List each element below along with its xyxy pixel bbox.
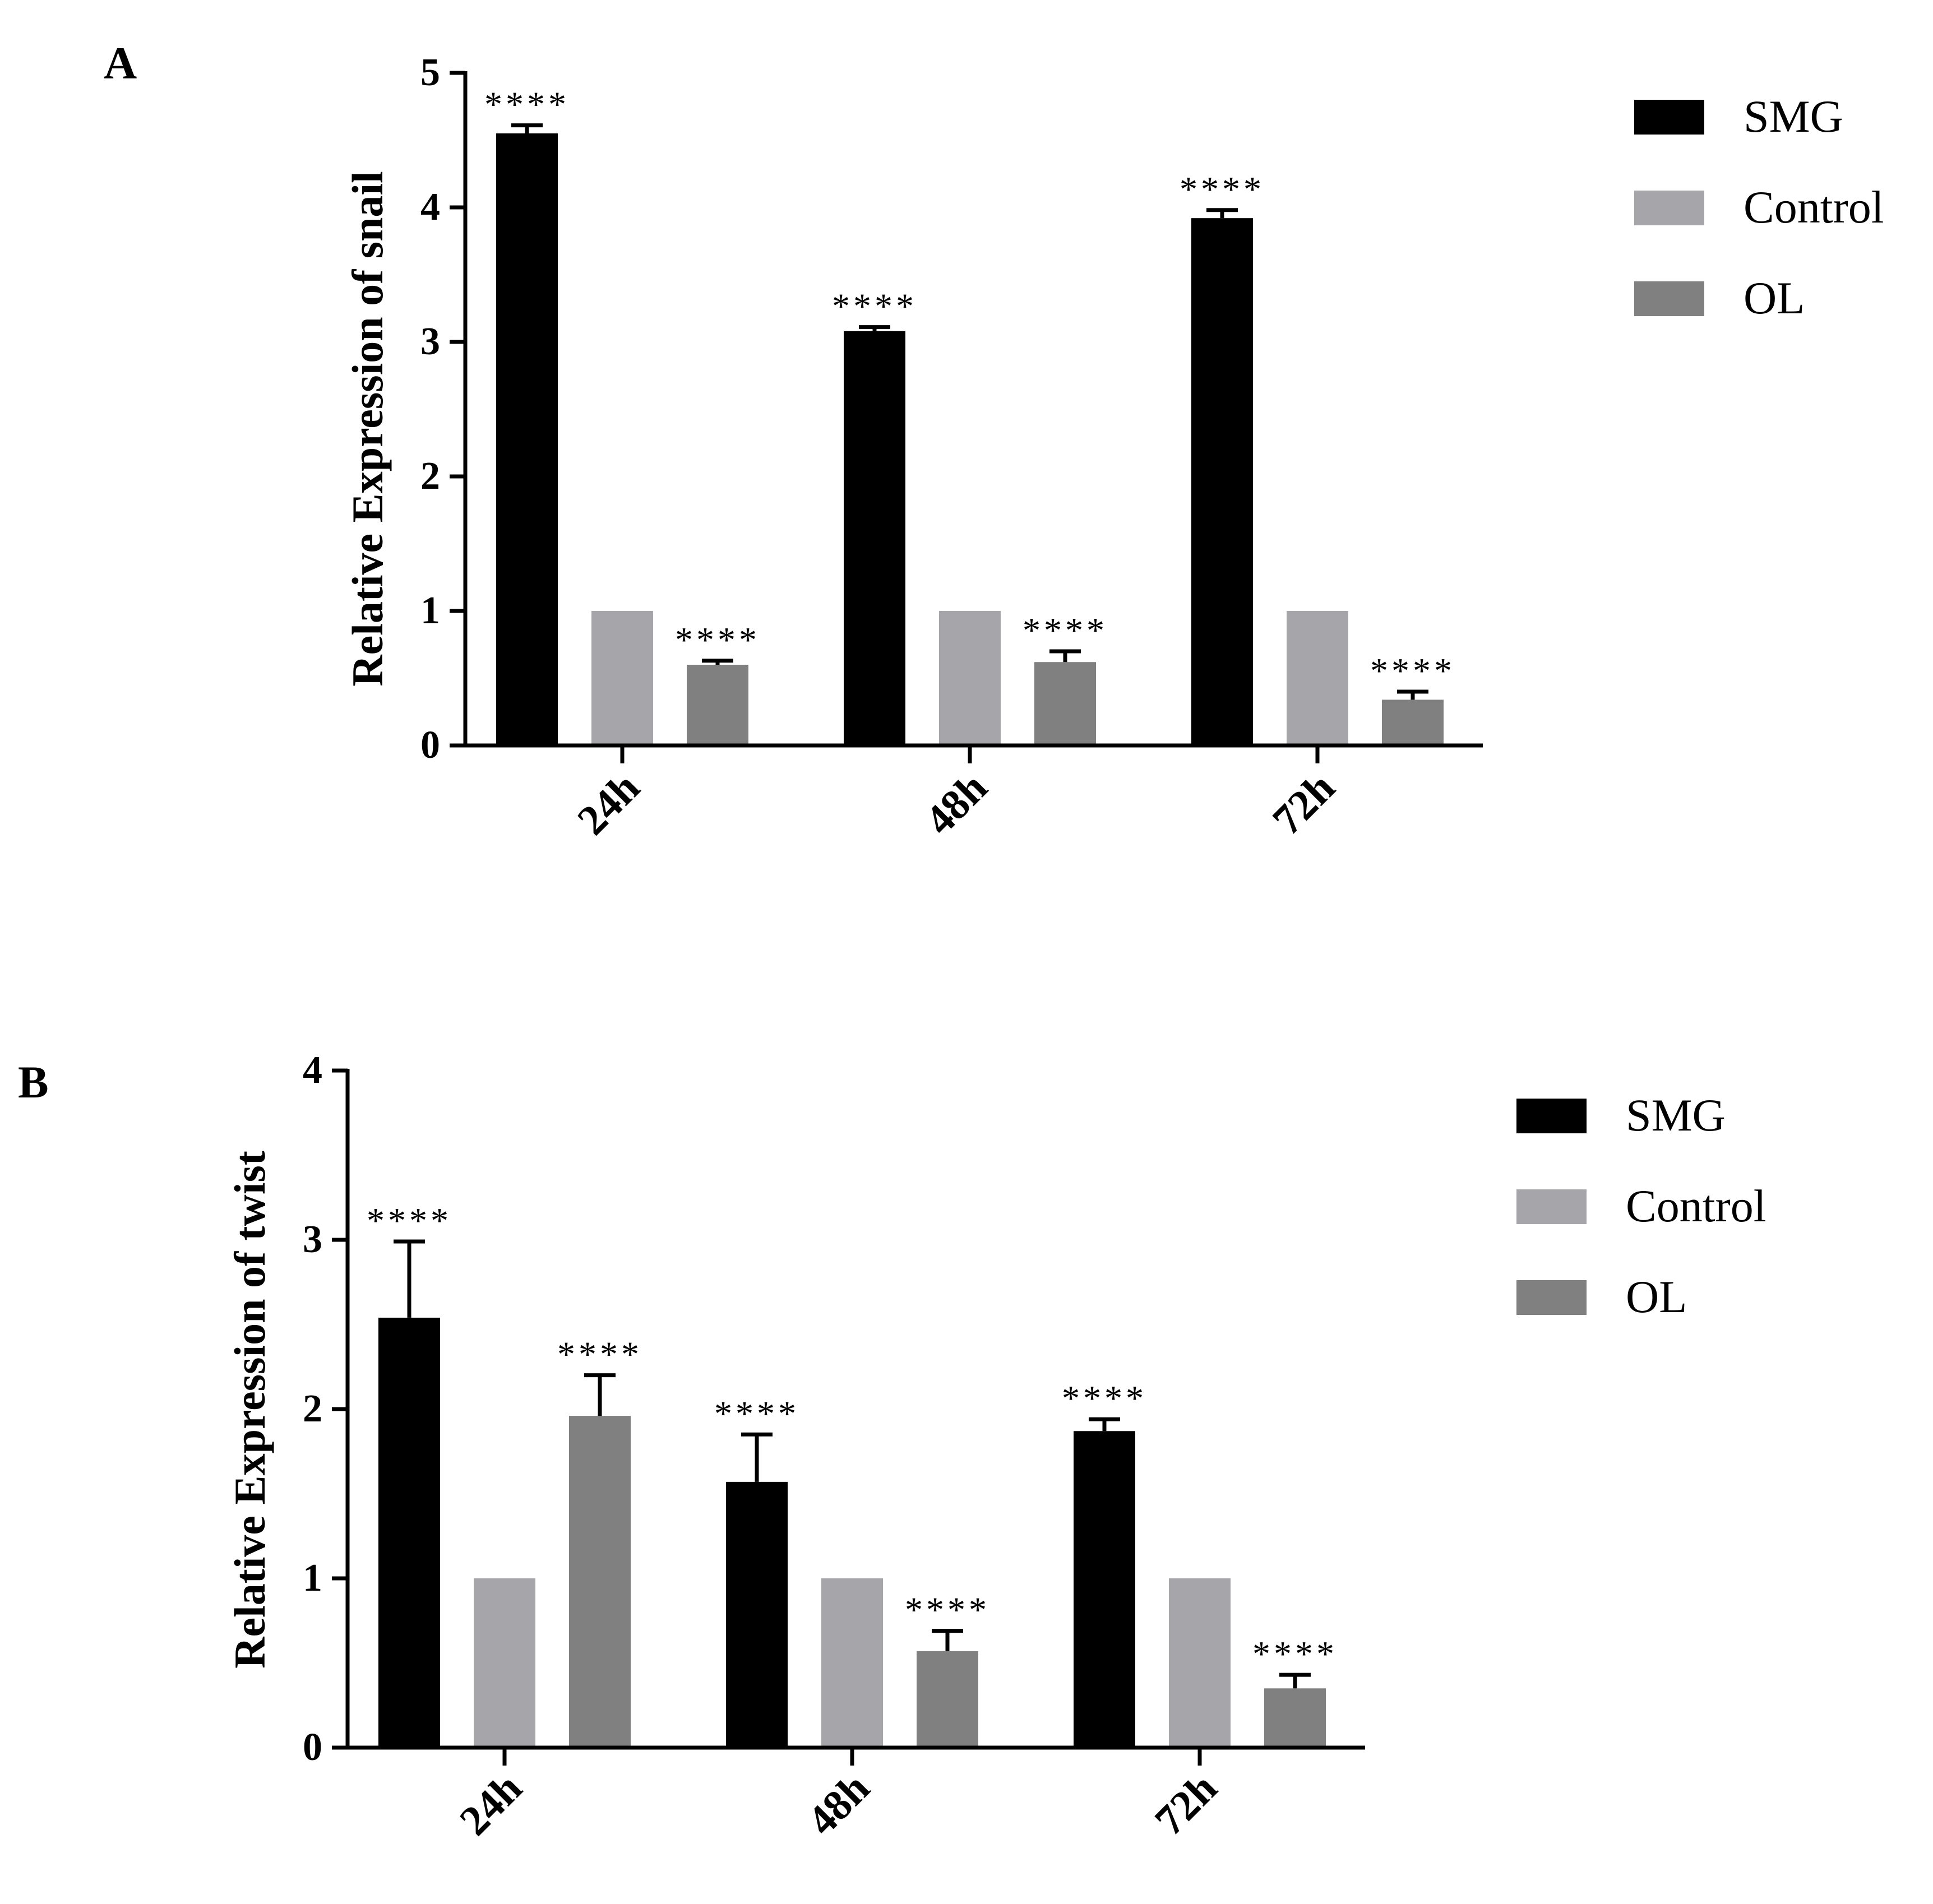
bar-ol-48h <box>1034 662 1096 745</box>
bar-ol-72h <box>1382 699 1444 745</box>
legend-swatch-control <box>1516 1189 1587 1224</box>
bar-ol-24h <box>569 1416 631 1748</box>
bar-ol-24h <box>687 665 748 745</box>
significance-label: **** <box>367 1201 452 1240</box>
legend-swatch-smg <box>1634 100 1704 135</box>
y-tick-label: 3 <box>303 1218 322 1261</box>
y-axis-ticks: 0 1 2 3 4 5 <box>420 51 440 767</box>
legend-label-control: Control <box>1744 182 1884 233</box>
significance-label: **** <box>557 1335 642 1374</box>
significance-label: **** <box>1062 1378 1147 1418</box>
x-category-label: 48h <box>798 1764 878 1845</box>
x-category-label: 72h <box>1146 1764 1226 1845</box>
bar-ol-48h <box>917 1651 978 1748</box>
legend: SMG Control OL <box>1634 91 1884 323</box>
y-axis-ticks: 0 1 2 3 4 <box>303 1049 322 1769</box>
bar-control-24h <box>474 1578 535 1748</box>
significance-label: **** <box>675 620 760 660</box>
significance-label: **** <box>1252 1634 1338 1674</box>
panel-label-b: B <box>18 1057 49 1108</box>
bar-ol-72h <box>1264 1688 1326 1748</box>
legend-swatch-ol <box>1634 281 1704 316</box>
legend-swatch-smg <box>1516 1099 1587 1133</box>
significance-label: **** <box>714 1393 799 1433</box>
bar-smg-24h <box>378 1317 440 1748</box>
y-tick-label: 3 <box>420 320 440 363</box>
bar-smg-48h <box>726 1481 788 1748</box>
bar-smg-72h <box>1074 1431 1135 1748</box>
y-tick-label: 1 <box>303 1556 322 1600</box>
significance-label: **** <box>1180 169 1265 209</box>
panel-b-twist-chart: B Relative Expression of twist 0 1 2 3 4… <box>18 1049 1766 1845</box>
legend-label-ol: OL <box>1744 272 1805 323</box>
y-axis-title: Relative Expression of snail <box>343 171 392 686</box>
y-tick-label: 4 <box>420 186 440 229</box>
bar-control-48h <box>939 611 1001 745</box>
panel-label-a: A <box>104 38 137 89</box>
bar-smg-48h <box>844 331 905 745</box>
y-tick-label: 5 <box>420 51 440 94</box>
x-axis-categories: 24h 48h 72h <box>451 1764 1226 1845</box>
y-tick-label: 2 <box>420 455 440 498</box>
legend-label-smg: SMG <box>1626 1090 1726 1141</box>
bar-control-72h <box>1169 1578 1231 1748</box>
y-tick-label: 4 <box>303 1049 322 1092</box>
x-category-label: 48h <box>916 764 996 844</box>
significance-label: **** <box>484 85 570 124</box>
plot-area: **** **** **** **** **** **** <box>450 71 1483 763</box>
bar-control-48h <box>821 1578 883 1748</box>
y-axis-title: Relative Expression of twist <box>225 1151 274 1669</box>
legend-label-ol: OL <box>1626 1271 1687 1322</box>
x-category-label: 24h <box>451 1764 531 1845</box>
significance-label: **** <box>1370 651 1455 691</box>
bar-smg-72h <box>1191 218 1253 745</box>
legend-swatch-control <box>1634 191 1704 225</box>
significance-label: **** <box>832 286 917 326</box>
legend: SMG Control OL <box>1516 1090 1766 1322</box>
y-tick-label: 2 <box>303 1387 322 1430</box>
x-axis-categories: 24h 48h 72h <box>568 764 1344 844</box>
x-category-label: 24h <box>568 764 649 844</box>
y-tick-label: 0 <box>420 724 440 767</box>
plot-area: **** **** **** **** **** **** <box>332 1068 1365 1766</box>
y-tick-label: 1 <box>420 589 440 632</box>
significance-label: **** <box>1023 610 1108 650</box>
y-tick-label: 0 <box>303 1726 322 1769</box>
legend-label-smg: SMG <box>1744 91 1843 142</box>
panel-a-snail-chart: A Relative Expression of snail 0 1 2 3 4… <box>104 38 1884 844</box>
legend-label-control: Control <box>1626 1180 1766 1231</box>
significance-label: **** <box>905 1590 990 1630</box>
bar-control-24h <box>591 611 653 745</box>
bar-control-72h <box>1287 611 1348 745</box>
x-category-label: 72h <box>1264 764 1344 844</box>
bar-smg-24h <box>496 133 558 745</box>
legend-swatch-ol <box>1516 1280 1587 1315</box>
